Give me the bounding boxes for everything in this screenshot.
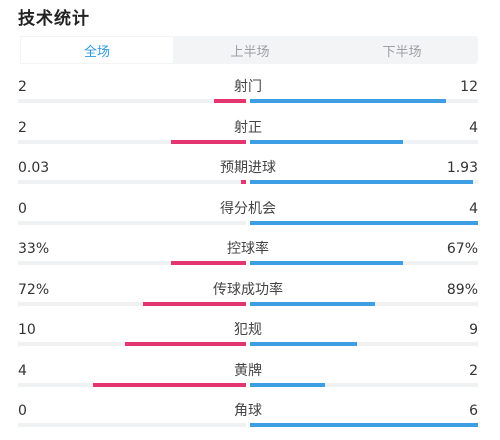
away-value: 6 (469, 403, 478, 419)
home-value: 0.03 (18, 160, 50, 176)
tab-full-match[interactable]: 全场 (20, 36, 174, 64)
stat-row: 72% 传球成功率 89% (0, 273, 500, 314)
away-bar (250, 261, 403, 265)
away-value: 89% (446, 281, 478, 298)
tab-first-half[interactable]: 上半场 (230, 44, 270, 60)
away-bar (250, 220, 478, 225)
home-bar (93, 382, 246, 387)
away-bar-track (250, 423, 478, 427)
home-bar (171, 139, 246, 144)
stat-label: 角球 (234, 403, 262, 419)
away-bar-track (250, 382, 478, 387)
away-value: 4 (469, 200, 478, 217)
home-bar (214, 99, 246, 103)
stat-label: 控球率 (227, 241, 269, 257)
away-value: 67% (446, 241, 478, 257)
away-bar (250, 382, 325, 387)
away-bar (250, 342, 357, 346)
home-bar-track (18, 382, 246, 387)
home-value: 72% (18, 281, 50, 298)
away-bar-track (250, 301, 478, 306)
home-bar-track (18, 423, 246, 427)
stat-label: 传球成功率 (213, 281, 283, 298)
tab-second-half[interactable]: 下半场 (382, 44, 422, 60)
away-value: 1.93 (446, 160, 478, 176)
home-value: 33% (18, 241, 50, 257)
away-value: 4 (469, 119, 478, 136)
home-bar-track (18, 220, 246, 225)
stat-row: 2 射正 4 (0, 111, 500, 152)
home-value: 4 (18, 362, 27, 379)
stat-label: 得分机会 (220, 200, 276, 217)
stat-row: 0.03 预期进球 1.93 (0, 151, 500, 192)
stat-label: 射正 (234, 119, 262, 136)
away-bar-track (250, 139, 478, 144)
away-bar-track (250, 99, 478, 103)
stat-row: 0 得分机会 4 (0, 192, 500, 233)
page-title: 技术统计 (18, 9, 90, 29)
stats-list: 2 射门 12 2 射正 4 0.03 预期进球 1.93 0 得分机会 4 33% 控球率 67% 72% 传… (0, 70, 500, 435)
period-tabs: 全场 上半场 下半场 (20, 36, 478, 64)
stat-row: 4 黄牌 2 (0, 354, 500, 395)
stat-label: 黄牌 (234, 362, 262, 379)
home-bar (143, 301, 246, 306)
home-bar-track (18, 99, 246, 103)
home-value: 2 (18, 119, 27, 136)
home-bar-track (18, 261, 246, 265)
away-bar (250, 423, 478, 427)
home-value: 0 (18, 200, 27, 217)
home-bar (125, 342, 246, 346)
home-value: 0 (18, 403, 27, 419)
away-bar-track (250, 342, 478, 346)
away-bar-track (250, 180, 478, 184)
stat-label: 犯规 (234, 322, 262, 338)
home-value: 2 (18, 79, 27, 95)
home-value: 10 (18, 322, 36, 338)
home-bar-track (18, 139, 246, 144)
away-value: 2 (469, 362, 478, 379)
away-bar (250, 301, 375, 306)
stat-row: 33% 控球率 67% (0, 232, 500, 273)
home-bar (241, 180, 246, 184)
away-value: 9 (469, 322, 478, 338)
away-value: 12 (460, 79, 478, 95)
stat-row: 10 犯规 9 (0, 313, 500, 354)
stat-label: 射门 (234, 79, 262, 95)
away-bar-track (250, 220, 478, 225)
stat-row: 0 角球 6 (0, 394, 500, 435)
away-bar-track (250, 261, 478, 265)
stat-label: 预期进球 (220, 160, 276, 176)
away-bar (250, 139, 403, 144)
home-bar-track (18, 180, 246, 184)
home-bar (171, 261, 246, 265)
away-bar (250, 180, 473, 184)
home-bar-track (18, 342, 246, 346)
home-bar-track (18, 301, 246, 306)
away-bar (250, 99, 446, 103)
stat-row: 2 射门 12 (0, 70, 500, 111)
